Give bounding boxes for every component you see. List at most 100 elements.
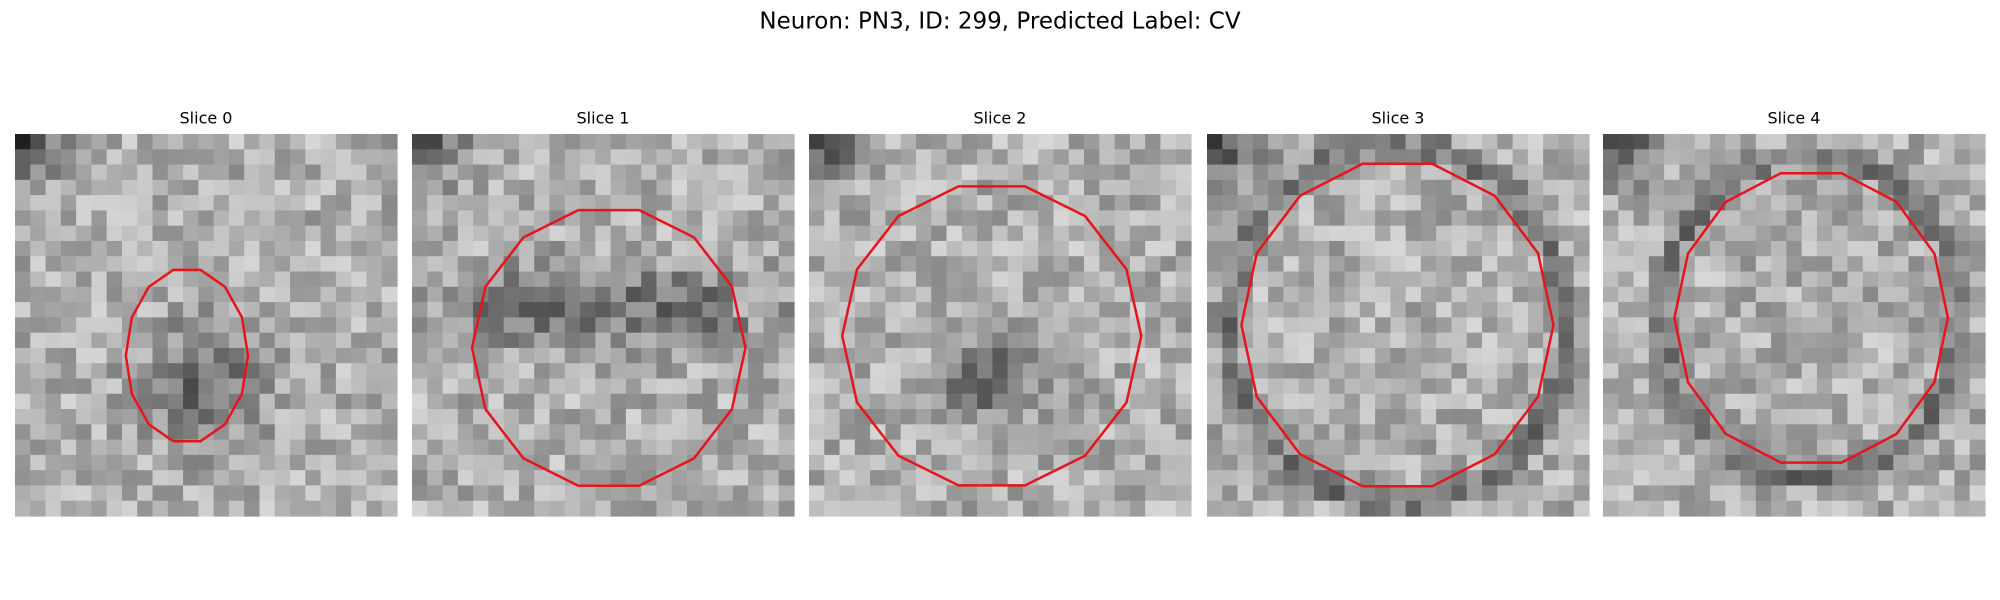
image-pixel bbox=[1679, 149, 1696, 166]
image-pixel bbox=[778, 317, 795, 334]
image-pixel bbox=[457, 210, 474, 227]
image-pixel bbox=[915, 393, 932, 410]
image-pixel bbox=[45, 317, 62, 334]
image-pixel bbox=[1679, 256, 1696, 273]
image-pixel bbox=[1068, 149, 1085, 166]
image-pixel bbox=[1451, 378, 1468, 395]
image-pixel bbox=[1405, 149, 1422, 166]
image-pixel bbox=[366, 317, 383, 334]
image-pixel bbox=[656, 500, 673, 517]
image-pixel bbox=[442, 439, 459, 456]
image-pixel bbox=[1175, 240, 1192, 257]
image-pixel bbox=[687, 164, 703, 181]
image-pixel bbox=[1755, 347, 1772, 364]
image-pixel bbox=[961, 363, 978, 380]
image-pixel bbox=[1679, 485, 1696, 502]
image-pixel bbox=[992, 302, 1009, 318]
image-pixel bbox=[1862, 195, 1879, 211]
image-pixel bbox=[580, 470, 596, 487]
image-pixel bbox=[1298, 485, 1315, 502]
image-pixel bbox=[60, 332, 77, 349]
image-pixel bbox=[1390, 393, 1407, 410]
image-pixel bbox=[274, 240, 291, 257]
image-pixel bbox=[1313, 500, 1330, 517]
image-pixel bbox=[1648, 240, 1665, 257]
image-pixel bbox=[763, 500, 780, 517]
image-pixel bbox=[1497, 195, 1514, 211]
image-pixel bbox=[1633, 240, 1650, 257]
image-pixel bbox=[1482, 470, 1498, 487]
image-pixel bbox=[1725, 454, 1742, 471]
image-pixel bbox=[1344, 485, 1361, 502]
image-pixel bbox=[381, 240, 398, 257]
image-pixel bbox=[60, 164, 77, 181]
image-pixel bbox=[30, 149, 47, 166]
image-pixel bbox=[76, 240, 92, 257]
image-pixel bbox=[457, 149, 474, 166]
image-pixel bbox=[1878, 393, 1894, 410]
image-pixel bbox=[1862, 134, 1879, 150]
image-pixel bbox=[1390, 378, 1407, 395]
image-pixel bbox=[870, 210, 886, 227]
image-pixel bbox=[549, 363, 566, 380]
image-pixel bbox=[687, 332, 703, 349]
image-pixel bbox=[1694, 347, 1711, 364]
image-pixel bbox=[580, 149, 596, 166]
image-pixel bbox=[1359, 393, 1376, 410]
image-pixel bbox=[1862, 363, 1879, 380]
image-pixel bbox=[259, 271, 276, 288]
image-pixel bbox=[1451, 240, 1468, 257]
image-pixel bbox=[1603, 225, 1619, 242]
image-pixel bbox=[610, 424, 627, 441]
image-pixel bbox=[1740, 378, 1757, 395]
image-pixel bbox=[1512, 347, 1529, 364]
image-pixel bbox=[1709, 240, 1726, 257]
image-pixel bbox=[961, 393, 978, 410]
image-pixel bbox=[870, 149, 886, 166]
image-pixel bbox=[30, 164, 47, 181]
image-pixel bbox=[198, 393, 215, 410]
image-pixel bbox=[977, 179, 993, 196]
image-pixel bbox=[274, 271, 291, 288]
image-pixel bbox=[534, 439, 551, 456]
image-pixel bbox=[1175, 164, 1192, 181]
image-pixel bbox=[1466, 393, 1483, 410]
image-pixel bbox=[91, 470, 108, 487]
image-pixel bbox=[1893, 363, 1910, 380]
image-pixel bbox=[121, 363, 138, 380]
image-pixel bbox=[625, 195, 642, 211]
image-pixel bbox=[1313, 439, 1330, 456]
image-pixel bbox=[106, 424, 123, 441]
image-pixel bbox=[1771, 240, 1787, 257]
image-pixel bbox=[167, 393, 184, 410]
image-pixel bbox=[717, 470, 734, 487]
image-pixel bbox=[870, 271, 886, 288]
image-pixel bbox=[1482, 393, 1498, 410]
image-pixel bbox=[1252, 195, 1269, 211]
image-pixel bbox=[1664, 424, 1680, 441]
image-pixel bbox=[15, 210, 31, 227]
image-pixel bbox=[290, 409, 306, 425]
image-pixel bbox=[1129, 500, 1146, 517]
image-pixel bbox=[167, 149, 184, 166]
image-pixel bbox=[91, 347, 108, 364]
image-pixel bbox=[687, 393, 703, 410]
image-pixel bbox=[1375, 500, 1391, 517]
image-pixel bbox=[259, 424, 276, 441]
image-pixel bbox=[1007, 164, 1024, 181]
image-pixel bbox=[656, 424, 673, 441]
image-pixel bbox=[1527, 225, 1544, 242]
image-pixel bbox=[977, 409, 993, 425]
image-pixel bbox=[671, 149, 688, 166]
image-pixel bbox=[76, 393, 92, 410]
image-pixel bbox=[1847, 470, 1864, 487]
image-pixel bbox=[564, 332, 581, 349]
image-pixel bbox=[1068, 179, 1085, 196]
image-pixel bbox=[1313, 485, 1330, 502]
image-pixel bbox=[1129, 225, 1146, 242]
image-pixel bbox=[60, 393, 77, 410]
image-pixel bbox=[1436, 500, 1453, 517]
image-pixel bbox=[1679, 164, 1696, 181]
image-pixel bbox=[1740, 485, 1757, 502]
image-pixel bbox=[1801, 317, 1818, 334]
